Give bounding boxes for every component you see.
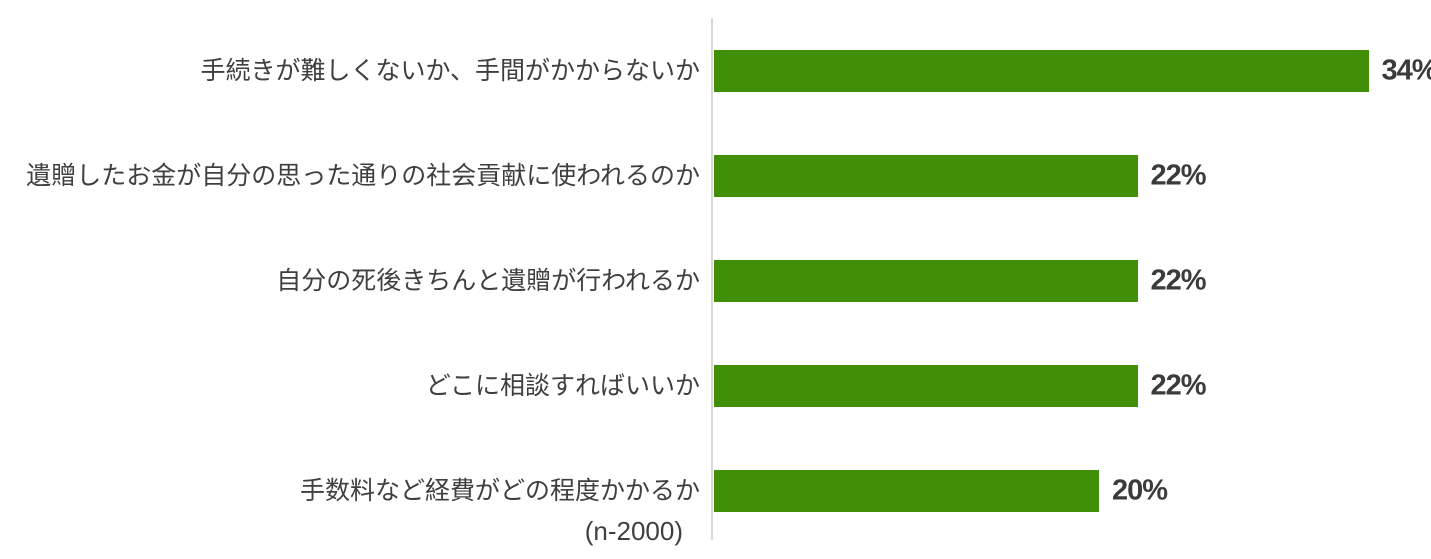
value-label: 34%: [1381, 54, 1431, 86]
bar: [714, 364, 1138, 407]
category-label: 遺贈したお金が自分の思った通りの社会貢献に使われるのか: [26, 161, 700, 190]
chart-rows: 手続きが難しくないか、手間がかからないか 34% 遺贈したお金が自分の思った通りの社…: [0, 18, 1431, 543]
value-label: 20%: [1112, 474, 1168, 506]
chart-row: 手数料など経費がどの程度かかるか 20%: [0, 438, 1431, 543]
category-label: 手続きが難しくないか、手間がかからないか: [200, 56, 700, 85]
bar: [714, 469, 1099, 512]
bar: [714, 154, 1138, 197]
value-label: 22%: [1150, 369, 1207, 401]
chart-row: どこに相談すればいいか 22%: [0, 333, 1431, 438]
value-label: 22%: [1150, 159, 1207, 191]
bar: [714, 49, 1369, 92]
category-label: 自分の死後きちんと遺贈が行われるか: [276, 266, 700, 295]
vertical-axis-line: [711, 18, 713, 540]
chart-row: 手続きが難しくないか、手間がかからないか 34%: [0, 18, 1431, 123]
value-label: 22%: [1150, 264, 1207, 296]
sample-size-footnote: (n-2000): [584, 516, 683, 546]
category-label: どこに相談すればいいか: [425, 371, 700, 400]
bar: [714, 259, 1138, 302]
chart-row: 遺贈したお金が自分の思った通りの社会貢献に使われるのか 22%: [0, 123, 1431, 228]
chart-row: 自分の死後きちんと遺贈が行われるか 22%: [0, 228, 1431, 333]
category-label: 手数料など経費がどの程度かかるか: [299, 476, 700, 505]
